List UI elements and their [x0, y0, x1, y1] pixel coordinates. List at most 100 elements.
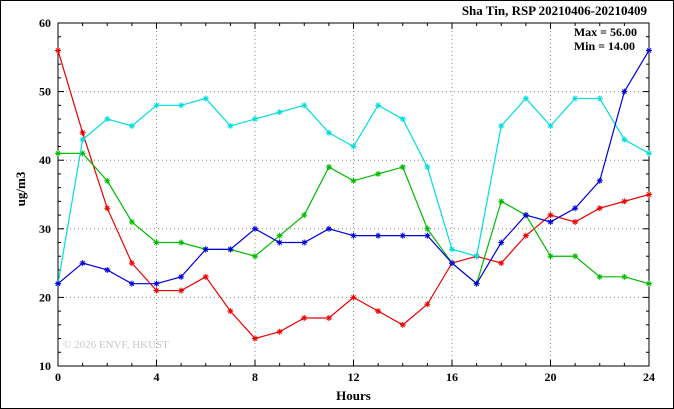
marker-cyan: [276, 109, 283, 116]
marker-green: [424, 225, 431, 232]
marker-red: [55, 47, 61, 54]
x-tick-label: 12: [348, 370, 360, 384]
marker-blue: [252, 225, 258, 232]
marker-cyan: [596, 95, 603, 102]
marker-red: [153, 287, 160, 294]
marker-green: [498, 198, 505, 205]
marker-red: [375, 308, 382, 315]
marker-red: [399, 321, 406, 328]
marker-green: [178, 239, 185, 246]
marker-blue: [128, 280, 135, 287]
marker-green: [399, 164, 406, 171]
x-tick-label: 20: [545, 370, 557, 384]
x-tick-label: 0: [55, 370, 61, 384]
marker-green: [621, 273, 628, 280]
marker-red: [227, 308, 234, 315]
marker-cyan: [178, 102, 185, 109]
marker-cyan: [399, 116, 406, 123]
y-tick-label: 10: [39, 359, 51, 373]
marker-red: [646, 191, 652, 198]
marker-red: [202, 273, 209, 280]
marker-blue: [178, 273, 185, 280]
marker-red: [621, 198, 628, 205]
marker-cyan: [646, 150, 652, 157]
marker-red: [301, 314, 308, 321]
marker-blue: [498, 239, 505, 246]
x-tick-label: 16: [446, 370, 458, 384]
y-tick-label: 40: [39, 153, 51, 167]
x-axis-label: Hours: [336, 388, 371, 403]
y-tick-label: 20: [39, 290, 51, 304]
marker-green: [596, 273, 603, 280]
marker-green: [55, 150, 61, 157]
marker-blue: [227, 246, 234, 253]
marker-cyan: [301, 102, 308, 109]
marker-red: [547, 212, 554, 219]
marker-blue: [473, 280, 480, 287]
marker-red: [498, 260, 505, 267]
marker-blue: [202, 246, 209, 253]
marker-red: [350, 294, 357, 301]
marker-red: [128, 260, 135, 267]
marker-green: [350, 177, 357, 184]
marker-blue: [572, 205, 579, 212]
marker-blue: [399, 232, 406, 239]
y-axis-label: ug/m3: [13, 171, 28, 207]
marker-cyan: [128, 122, 135, 129]
marker-blue: [350, 232, 357, 239]
marker-cyan: [621, 136, 628, 143]
marker-cyan: [498, 122, 505, 129]
marker-cyan: [547, 122, 554, 129]
marker-blue: [424, 232, 431, 239]
marker-blue: [522, 212, 529, 219]
marker-green: [104, 177, 111, 184]
marker-green: [547, 253, 554, 260]
marker-cyan: [325, 129, 332, 136]
marker-green: [375, 170, 382, 177]
marker-cyan: [375, 102, 382, 109]
marker-green: [572, 253, 579, 260]
marker-green: [301, 212, 308, 219]
marker-green: [79, 150, 86, 157]
marker-red: [178, 287, 185, 294]
watermark: © 2026 ENVF, HKUST: [63, 339, 169, 351]
marker-green: [252, 253, 258, 260]
x-tick-label: 4: [154, 370, 160, 384]
min-annotation: Min = 14.00: [573, 39, 635, 53]
marker-red: [522, 232, 529, 239]
marker-green: [276, 232, 283, 239]
marker-cyan: [449, 246, 455, 253]
marker-green: [128, 218, 135, 225]
marker-cyan: [473, 253, 480, 260]
marker-red: [424, 301, 431, 308]
marker-blue: [153, 280, 160, 287]
marker-red: [104, 205, 111, 212]
marker-red: [572, 218, 579, 225]
marker-cyan: [227, 122, 234, 129]
minmax-annotation: Max = 56.00 Min = 14.00: [574, 25, 637, 53]
marker-blue: [449, 260, 455, 267]
marker-red: [325, 314, 332, 321]
chart-title: Sha Tin, RSP 20210406-20210409: [461, 3, 647, 18]
marker-red: [252, 335, 258, 342]
marker-cyan: [104, 116, 111, 123]
marker-blue: [55, 280, 61, 287]
marker-red: [276, 328, 283, 335]
marker-blue: [276, 239, 283, 246]
marker-cyan: [522, 95, 529, 102]
marker-blue: [646, 47, 652, 54]
marker-cyan: [424, 164, 431, 171]
marker-cyan: [79, 136, 86, 143]
marker-blue: [79, 260, 86, 267]
marker-blue: [596, 177, 603, 184]
marker-cyan: [202, 95, 209, 102]
max-annotation: Max = 56.00: [573, 25, 637, 39]
y-tick-label: 30: [39, 222, 51, 236]
marker-cyan: [572, 95, 579, 102]
y-tick-label: 50: [39, 85, 51, 99]
marker-blue: [621, 88, 628, 95]
marker-green: [325, 164, 332, 171]
marker-blue: [301, 239, 308, 246]
